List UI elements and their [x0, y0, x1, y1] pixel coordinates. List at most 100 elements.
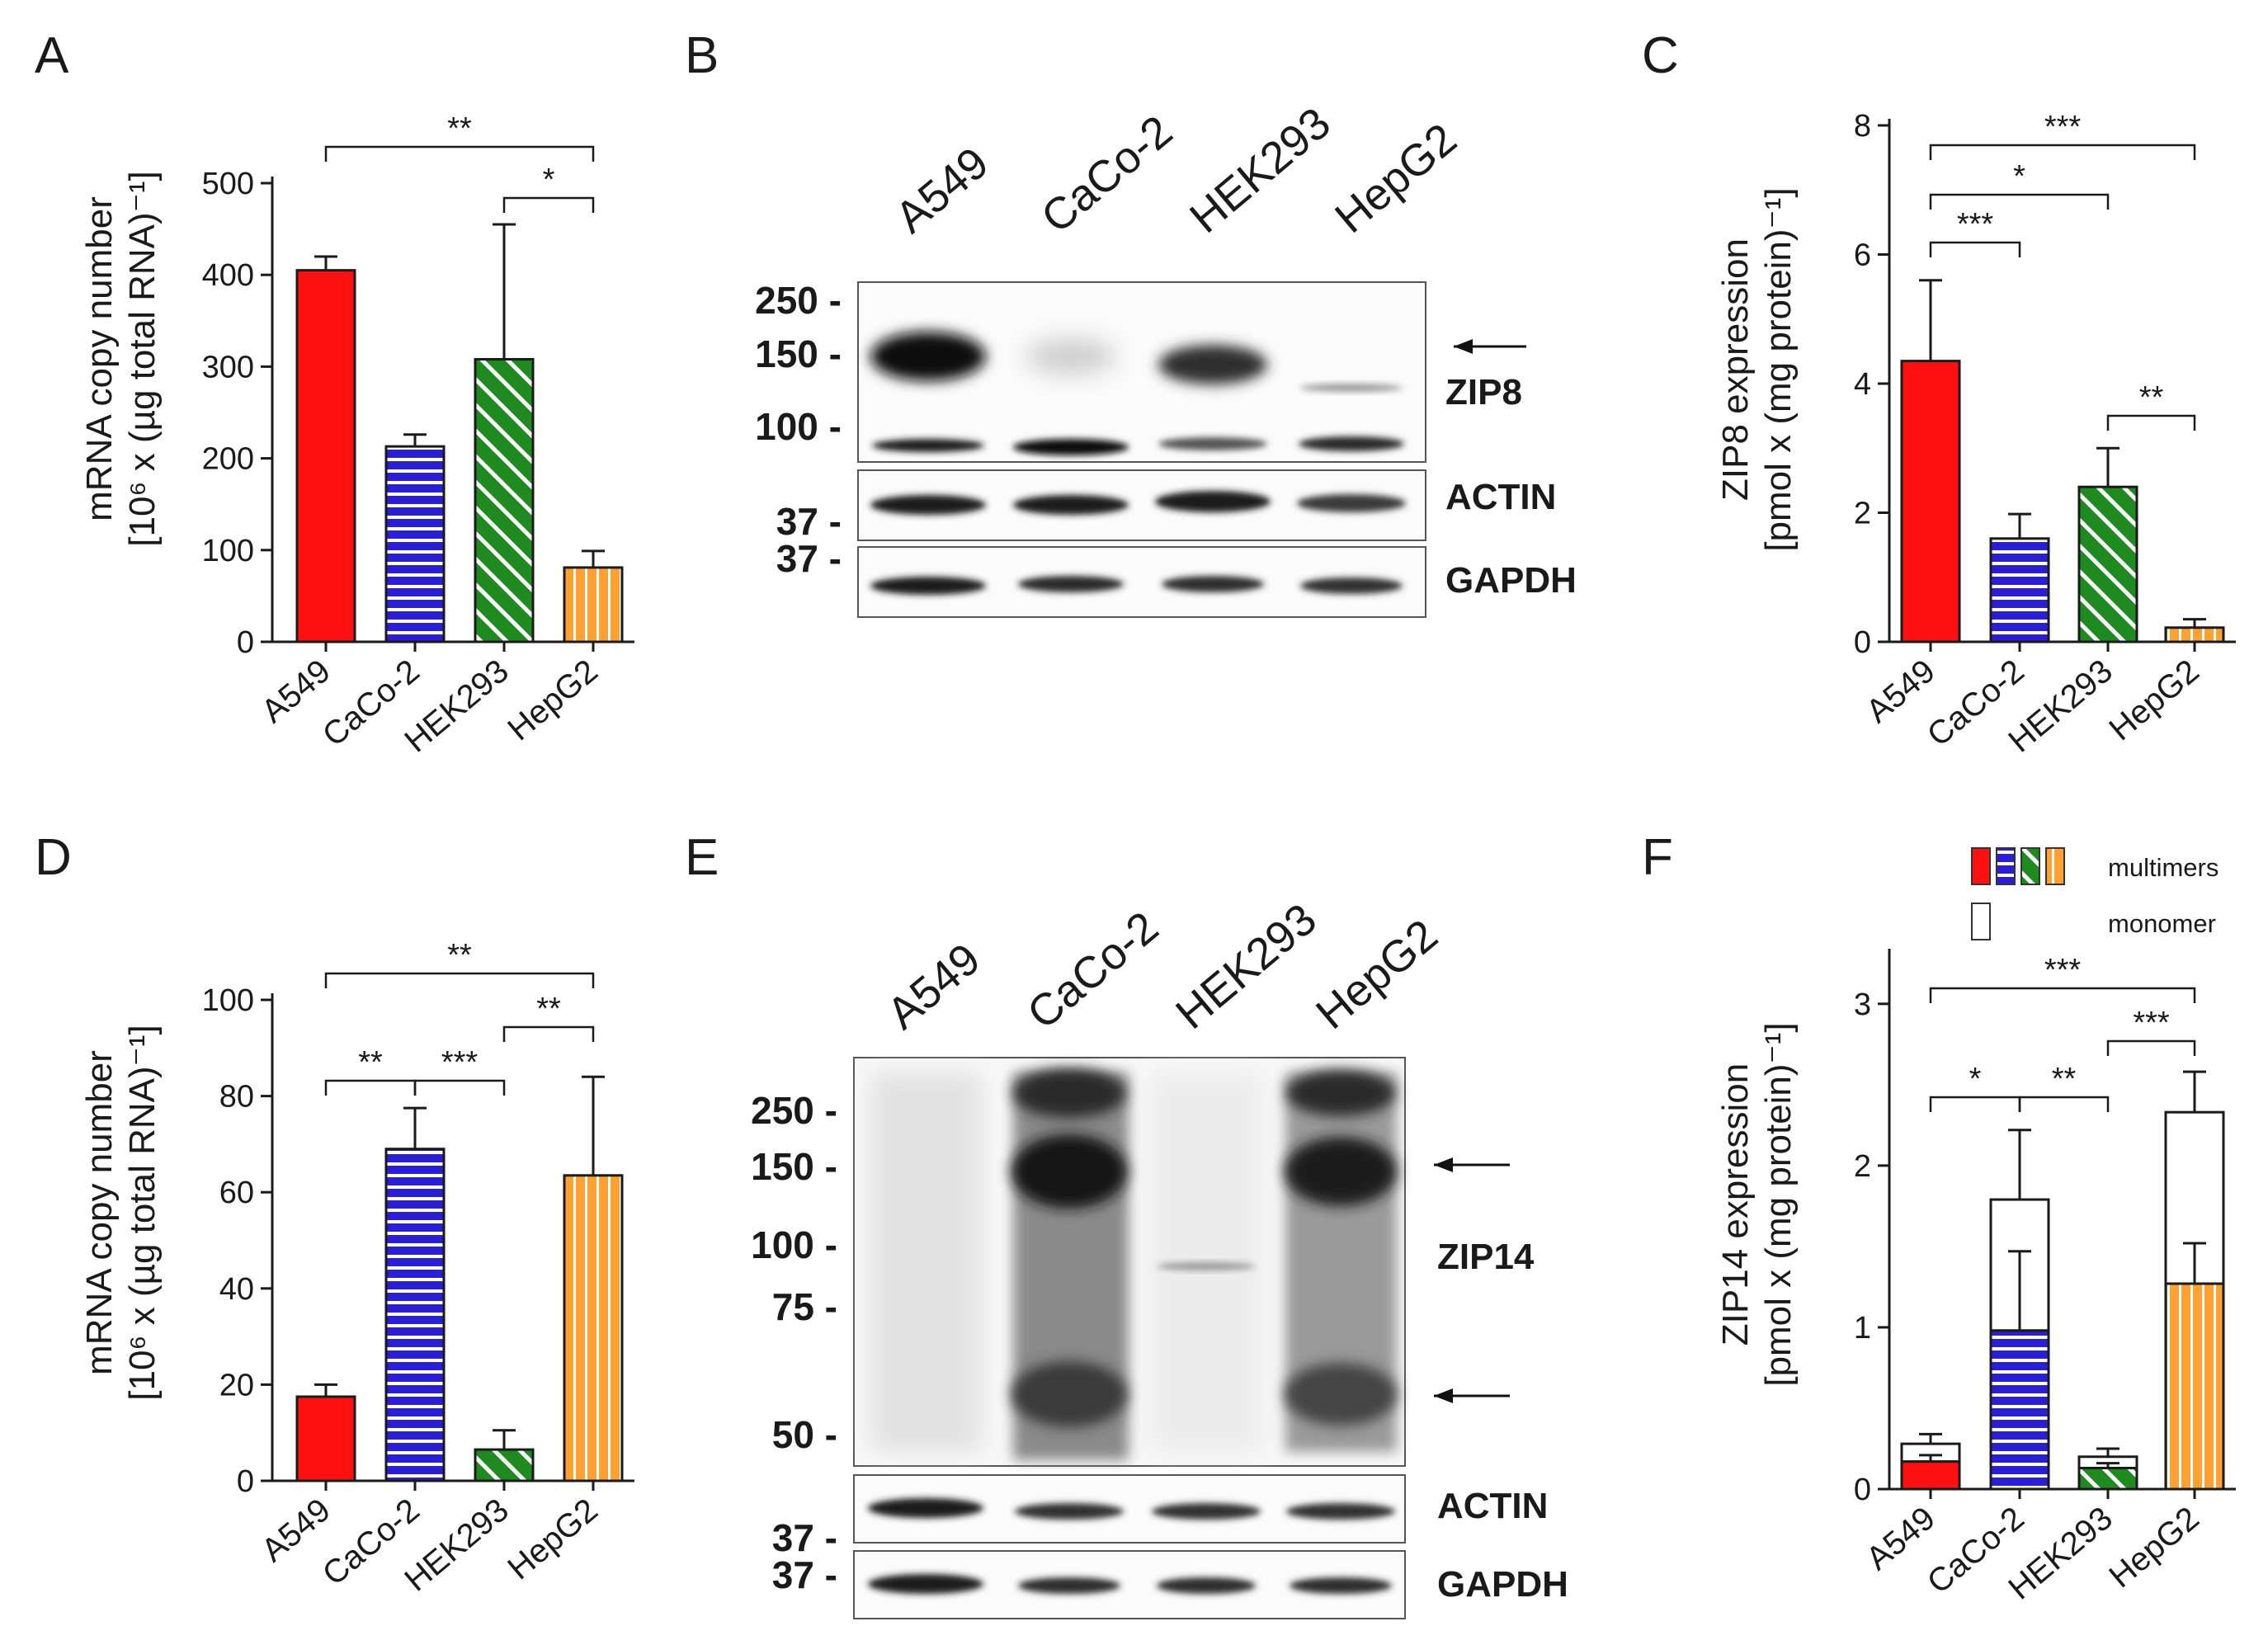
- lane-a549-smear: [870, 1072, 982, 1452]
- bar-hek293: [474, 1448, 535, 1482]
- band-zip14-hek293-mid: [1157, 1262, 1256, 1270]
- y-tick-label: 8: [1854, 109, 1871, 144]
- y-tick-label: 80: [219, 1080, 254, 1115]
- band-actin-b-3: [1155, 491, 1271, 512]
- y-axis-label: ZIP14 expression: [1715, 1063, 1756, 1346]
- lane-label-caco2: CaCo-2: [1032, 106, 1181, 243]
- y-tick-label: 40: [219, 1272, 254, 1307]
- y-tick-label: 6: [1854, 238, 1871, 273]
- bar-hek293: [474, 358, 535, 643]
- panel-label-b: B: [685, 27, 719, 84]
- significance-bracket: [413, 1079, 506, 1096]
- arrow-icon: [1434, 1388, 1510, 1403]
- panel-label-f: F: [1642, 829, 1673, 886]
- legend-swatch-hepg2: [2045, 847, 2065, 885]
- y-tick-label: 0: [237, 1464, 254, 1499]
- band-actin-e-1: [868, 1498, 983, 1518]
- band-gapdh-e-1: [868, 1574, 983, 1594]
- y-axis-label-units: [pmol x (mg protein)⁻¹]: [1758, 1022, 1799, 1386]
- y-tick-label: 20: [219, 1368, 254, 1402]
- y-tick-label: 300: [202, 350, 254, 384]
- band-gapdh-b-4: [1300, 577, 1403, 594]
- y-tick-label: 2: [1854, 1149, 1871, 1184]
- band-zip8-hepg2: [1300, 384, 1403, 392]
- significance-bracket: [1929, 987, 2196, 1003]
- significance-bracket: [1929, 193, 2110, 210]
- significance-bracket: [502, 196, 595, 213]
- mw-marker-37-actin: 37 -: [772, 1516, 837, 1559]
- panel-label-a: A: [35, 27, 69, 84]
- legend-swatch-a549: [1971, 847, 1991, 885]
- panel-label-d: D: [35, 829, 72, 886]
- significance-label: *: [2013, 159, 2025, 194]
- lane-label-a549: A549: [886, 138, 997, 243]
- y-tick-label: 4: [1854, 367, 1871, 402]
- chart-panel-f: 0 1 2 3 ZIP14 expression [pmol x (mg protein)…: [1715, 949, 2236, 1607]
- bar-multimers-hek293: [2077, 1467, 2138, 1491]
- band-gapdh-e-3: [1157, 1577, 1256, 1594]
- band-zip8-low-caco2: [1013, 439, 1129, 455]
- y-axis-label-units: [pmol x (mg protein)⁻¹]: [1758, 187, 1799, 551]
- mw-marker-75: 75 -: [772, 1285, 837, 1328]
- x-tick-label: HepG2: [501, 1492, 604, 1586]
- significance-bracket: [324, 972, 595, 988]
- mw-marker-37-actin: 37 -: [776, 500, 842, 543]
- band-actin-e-2: [1015, 1503, 1124, 1520]
- band-label-gapdh-b: GAPDH: [1445, 560, 1577, 601]
- band-zip14-caco2-top: [1013, 1068, 1125, 1118]
- band-zip8-low-hepg2: [1299, 436, 1404, 451]
- chart-panel-c: 0 2 4 6 8 ZIP8 expression [pmol x (mg protein)…: [1715, 109, 2236, 760]
- significance-bracket: [1929, 144, 2196, 160]
- significance-label: **: [2139, 380, 2164, 415]
- y-axis-label: mRNA copy number: [79, 196, 120, 521]
- significance-label: ***: [2133, 1006, 2170, 1040]
- band-zip8-hek293: [1158, 345, 1267, 384]
- bar-multimers-hepg2: [2164, 1282, 2225, 1491]
- legend-swatch-caco2: [1996, 847, 2016, 885]
- arrow-icon: [1454, 339, 1526, 354]
- mw-marker-150: 150 -: [755, 332, 842, 375]
- mw-marker-100: 100 -: [751, 1223, 837, 1266]
- bar-a549: [1900, 360, 1961, 643]
- band-zip14-hepg2-top: [1286, 1070, 1395, 1116]
- panel-label-e: E: [685, 829, 719, 886]
- bar-multimers-a549: [1900, 1460, 1961, 1491]
- band-label-gapdh-e: GAPDH: [1437, 1564, 1568, 1605]
- lane-label-hepg2: HepG2: [1326, 114, 1466, 243]
- mw-marker-150: 150 -: [751, 1145, 837, 1188]
- y-axis-label-units: [10⁶ x (µg total RNA)⁻¹]: [122, 1025, 163, 1400]
- significance-label: ***: [2044, 953, 2082, 987]
- band-label-actin-e: ACTIN: [1437, 1486, 1548, 1526]
- legend-swatch-hek293: [2020, 847, 2040, 885]
- band-gapdh-b-2: [1018, 576, 1124, 592]
- bar-caco2: [1989, 537, 2050, 643]
- band-zip8-caco2-faint: [1026, 338, 1116, 375]
- mw-marker-100: 100 -: [755, 405, 842, 448]
- bar-a549: [295, 269, 356, 643]
- y-tick-label: 1: [1854, 1311, 1871, 1346]
- mw-marker-50: 50 -: [772, 1413, 837, 1456]
- significance-bracket: [2106, 1039, 2196, 1056]
- band-actin-b-2: [1013, 495, 1129, 515]
- y-tick-label: 0: [1854, 1473, 1871, 1507]
- y-tick-label: 200: [202, 442, 254, 477]
- panel-label-c: C: [1642, 27, 1679, 84]
- legend-f: multimers monomer: [1971, 847, 2218, 940]
- band-label-actin-b: ACTIN: [1445, 477, 1556, 517]
- band-zip14-hepg2-150: [1285, 1137, 1397, 1206]
- significance-bracket: [2106, 414, 2196, 431]
- mw-marker-250: 250 -: [755, 279, 842, 322]
- western-blot-e: A549 CaCo-2 HEK293 HepG2 250 - 150 - 100…: [751, 894, 1568, 1619]
- bar-hepg2: [563, 1174, 624, 1482]
- bar-a549: [295, 1395, 356, 1482]
- x-tick-label: HepG2: [2102, 653, 2205, 747]
- mw-marker-37-gapdh: 37 -: [776, 537, 842, 580]
- bar-hek293: [2077, 485, 2138, 643]
- band-gapdh-e-4: [1290, 1577, 1392, 1594]
- band-zip14-hepg2-60: [1285, 1363, 1397, 1426]
- band-actin-b-1: [870, 495, 986, 515]
- band-actin-e-3: [1152, 1503, 1261, 1520]
- y-axis-label: ZIP8 expression: [1715, 238, 1756, 501]
- mw-marker-37-gapdh: 37 -: [772, 1553, 837, 1596]
